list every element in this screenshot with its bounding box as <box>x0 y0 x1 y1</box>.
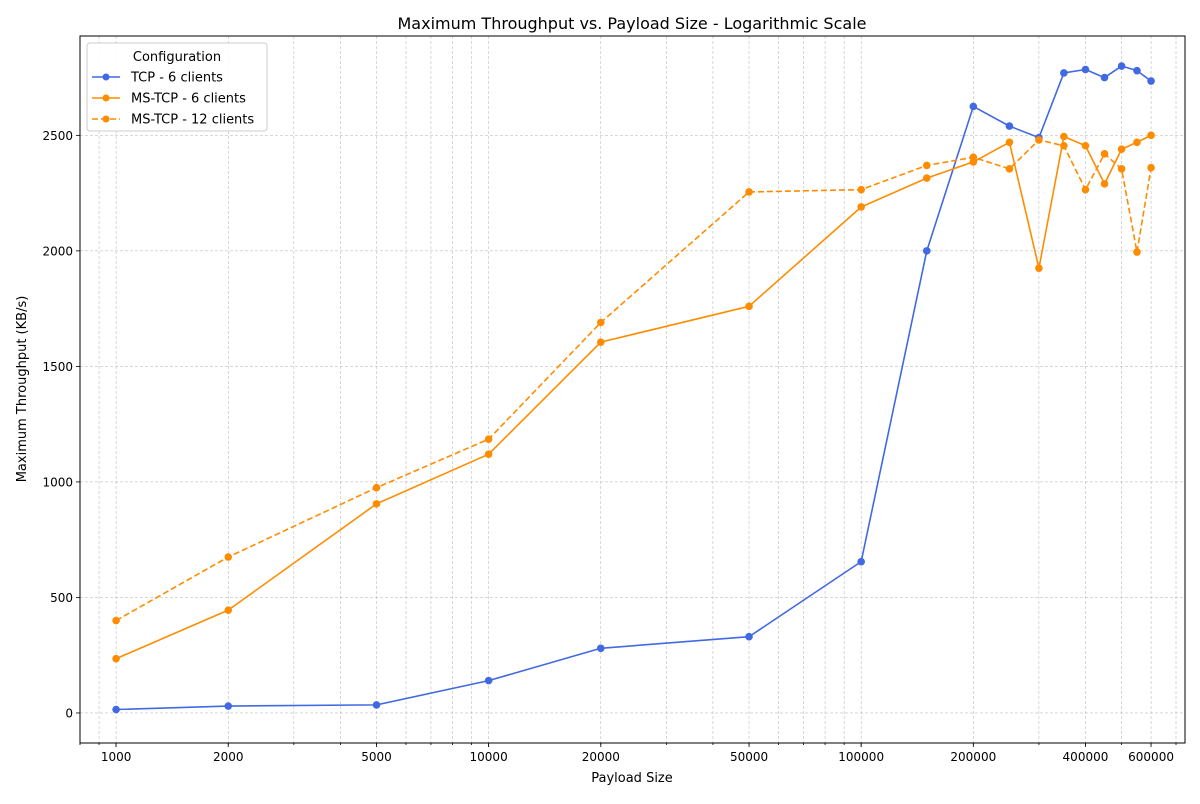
legend-title: Configuration <box>133 50 221 65</box>
legend: Configuration TCP - 6 clients MS-TCP - 6 … <box>86 42 268 132</box>
data-point <box>596 338 605 346</box>
chart-title: Maximum Throughput vs. Payload Size - Lo… <box>398 14 867 33</box>
x-tick-label: 100000 <box>838 750 884 764</box>
data-point <box>1060 132 1068 141</box>
data-point <box>1117 145 1126 154</box>
y-tick-label: 2000 <box>42 244 73 258</box>
data-point <box>922 174 931 182</box>
data-point <box>372 483 381 492</box>
x-tick-label: 2000 <box>213 750 244 764</box>
data-point <box>1147 77 1155 85</box>
data-point <box>224 606 233 614</box>
data-point <box>1060 69 1068 77</box>
x-tick-label: 400000 <box>1063 750 1109 764</box>
data-point <box>1147 163 1155 172</box>
data-point <box>857 185 865 194</box>
y-tick-label: 2500 <box>42 129 73 143</box>
data-point <box>1133 138 1141 147</box>
legend-marker <box>102 115 110 123</box>
data-point <box>372 500 381 508</box>
y-tick-label: 0 <box>65 706 73 720</box>
legend-label: MS-TCP - 6 clients <box>131 92 246 107</box>
series-1 <box>112 62 1155 714</box>
data-point <box>1060 141 1068 150</box>
data-point <box>1133 248 1141 256</box>
legend-entry: TCP - 6 clients <box>92 71 223 86</box>
data-point <box>1081 185 1090 194</box>
y-tick-label: 1000 <box>42 475 73 489</box>
data-point <box>922 247 931 255</box>
data-point <box>112 616 120 625</box>
data-point <box>1133 66 1141 75</box>
x-tick-label: 200000 <box>950 750 996 764</box>
data-point <box>1100 180 1109 188</box>
data-point <box>224 702 233 710</box>
legend-label: MS-TCP - 12 clients <box>131 113 254 128</box>
x-tick-label: 10000 <box>470 750 508 764</box>
x-axis: 1000 2000 5000 10000 20000 50000 100000 200000 4… <box>79 743 1177 764</box>
data-point <box>969 153 978 162</box>
legend-entry: MS-TCP - 12 clients <box>92 113 254 128</box>
data-point <box>224 553 233 561</box>
y-tick-label: 1500 <box>42 360 73 374</box>
legend-marker <box>102 73 110 81</box>
legend-marker <box>102 94 110 102</box>
series-layer <box>112 62 1155 714</box>
data-point <box>112 705 120 714</box>
data-point <box>484 676 493 685</box>
data-point <box>1081 65 1090 74</box>
x-tick-label: 1000 <box>101 750 132 764</box>
legend-label: TCP - 6 clients <box>130 71 223 86</box>
data-point <box>1081 141 1090 150</box>
data-point <box>1100 73 1109 82</box>
legend-entry: MS-TCP - 6 clients <box>92 92 246 107</box>
x-tick-label: 50000 <box>730 750 768 764</box>
data-point <box>1117 165 1126 173</box>
data-point <box>857 203 865 211</box>
data-point <box>745 302 753 311</box>
data-point <box>372 701 381 709</box>
data-point <box>857 557 865 566</box>
data-point <box>745 632 753 641</box>
data-point <box>1035 136 1043 144</box>
legend-box <box>86 42 268 132</box>
data-point <box>112 654 120 663</box>
plot-frame <box>79 35 1186 744</box>
y-axis-label: Maximum Throughput (KB/s) <box>15 296 30 483</box>
series-line <box>115 139 1152 622</box>
data-point <box>922 161 931 170</box>
data-point <box>1005 138 1014 147</box>
grid-layer <box>79 36 1185 743</box>
data-point <box>1100 150 1109 158</box>
y-tick-label: 500 <box>50 591 73 605</box>
data-point <box>596 318 605 327</box>
data-point <box>484 435 493 443</box>
series-line <box>115 134 1152 660</box>
data-point <box>1035 264 1043 273</box>
x-axis-label: Payload Size <box>591 771 673 786</box>
x-tick-label: 5000 <box>361 750 392 764</box>
y-axis: 0 500 1000 1500 2000 2500 <box>42 129 80 720</box>
legend-entries: TCP - 6 clients MS-TCP - 6 clients MS-TCP … <box>92 71 254 128</box>
x-tick-label: 600000 <box>1128 750 1174 764</box>
series-line <box>116 65 1152 711</box>
data-point <box>1005 165 1014 173</box>
data-point <box>1005 122 1014 130</box>
series-3 <box>112 136 1155 625</box>
data-point <box>484 450 493 458</box>
data-point <box>969 102 978 111</box>
x-tick-label: 20000 <box>582 750 620 764</box>
data-point <box>596 644 605 653</box>
data-point <box>1147 131 1155 140</box>
series-2 <box>112 131 1155 663</box>
data-point <box>1117 62 1126 70</box>
data-point <box>745 188 753 196</box>
